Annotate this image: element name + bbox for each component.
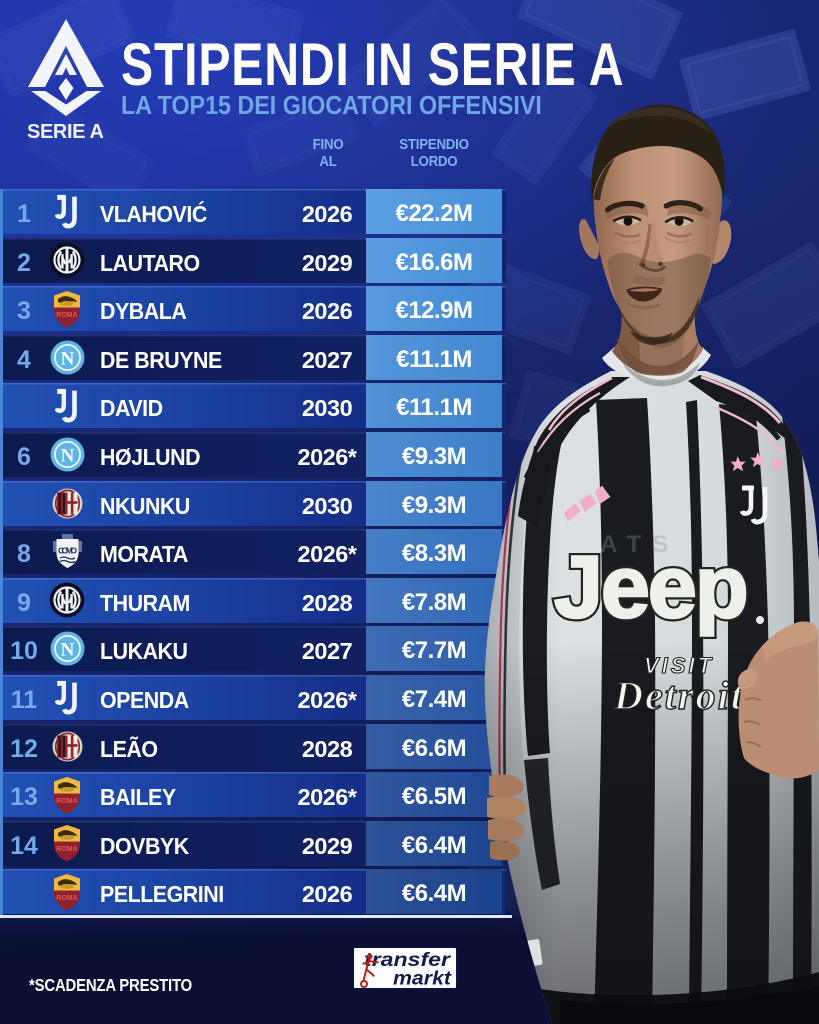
- svg-text:Jeep: Jeep: [554, 537, 747, 636]
- svg-text:ROMA: ROMA: [56, 312, 77, 319]
- svg-text:ROMA: ROMA: [56, 846, 77, 853]
- svg-text:Jeep: Jeep: [554, 537, 747, 636]
- svg-text:N: N: [60, 640, 74, 661]
- svg-text:transfer: transfer: [364, 950, 452, 971]
- svg-text:ROMA: ROMA: [56, 798, 77, 805]
- svg-text:N: N: [60, 348, 74, 369]
- svg-text:markt: markt: [393, 969, 452, 990]
- svg-text:SERIE A: SERIE A: [27, 121, 104, 143]
- svg-text:COMO: COMO: [58, 545, 77, 555]
- svg-text:VISIT: VISIT: [644, 653, 714, 678]
- svg-text:ROMA: ROMA: [56, 895, 77, 902]
- svg-text:N: N: [60, 446, 74, 467]
- svg-text:Detroit: Detroit: [613, 673, 744, 718]
- svg-text:ATS: ATS: [600, 531, 679, 558]
